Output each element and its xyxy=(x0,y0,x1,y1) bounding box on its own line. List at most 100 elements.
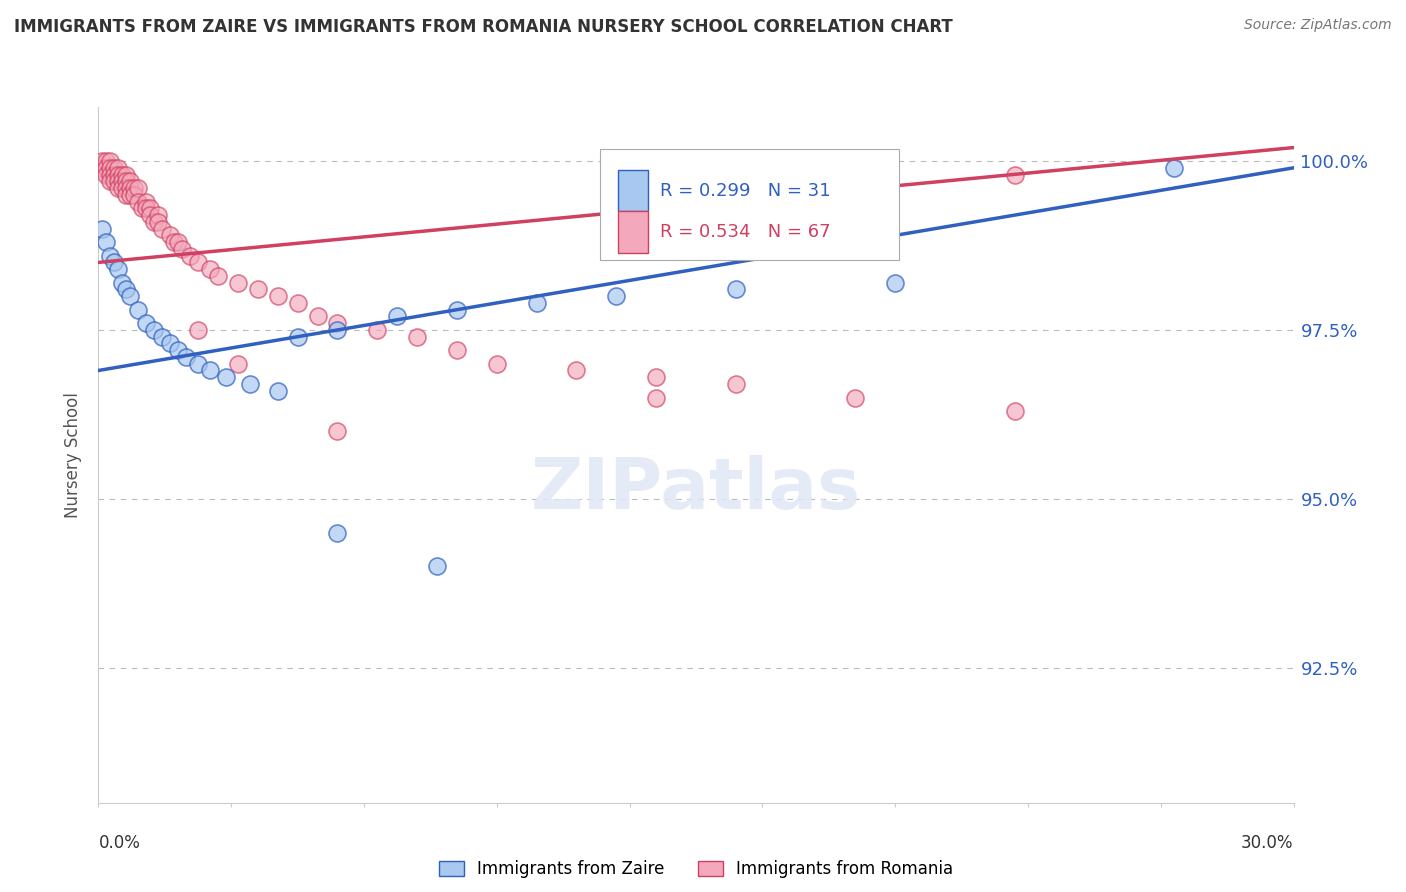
Point xyxy=(91,161,114,175)
Point xyxy=(179,249,201,263)
Point xyxy=(150,329,173,343)
Point xyxy=(111,168,134,182)
Point xyxy=(406,329,429,343)
FancyBboxPatch shape xyxy=(600,149,900,260)
Point xyxy=(115,282,138,296)
Point xyxy=(111,276,134,290)
Point xyxy=(91,221,114,235)
Point xyxy=(645,370,668,384)
Point xyxy=(267,384,290,398)
Point xyxy=(645,391,668,405)
Point xyxy=(115,187,138,202)
Point xyxy=(326,424,349,438)
Point xyxy=(120,174,142,188)
Point xyxy=(565,363,588,377)
Point xyxy=(135,202,157,216)
Point xyxy=(103,174,125,188)
Point xyxy=(100,249,122,263)
Point xyxy=(1004,404,1026,418)
Point xyxy=(143,215,166,229)
Point xyxy=(267,289,290,303)
Point xyxy=(115,181,138,195)
Point xyxy=(724,376,747,391)
Point xyxy=(207,268,229,283)
Point xyxy=(724,282,747,296)
Point xyxy=(96,154,118,169)
Point xyxy=(103,255,125,269)
Point xyxy=(127,302,149,317)
Point xyxy=(131,202,153,216)
Point xyxy=(150,221,173,235)
Text: ZIPatlas: ZIPatlas xyxy=(531,455,860,524)
Point xyxy=(167,235,190,249)
Point xyxy=(127,194,149,209)
Point xyxy=(485,357,508,371)
Point xyxy=(246,282,269,296)
Point xyxy=(135,316,157,330)
Point xyxy=(100,161,122,175)
Point xyxy=(446,302,468,317)
Point xyxy=(198,363,221,377)
Text: IMMIGRANTS FROM ZAIRE VS IMMIGRANTS FROM ROMANIA NURSERY SCHOOL CORRELATION CHAR: IMMIGRANTS FROM ZAIRE VS IMMIGRANTS FROM… xyxy=(14,18,953,36)
Point xyxy=(239,376,262,391)
Point xyxy=(96,235,118,249)
Point xyxy=(103,168,125,182)
Point xyxy=(100,168,122,182)
Y-axis label: Nursery School: Nursery School xyxy=(65,392,83,518)
Point xyxy=(107,168,129,182)
Point xyxy=(226,276,249,290)
Point xyxy=(139,202,162,216)
Point xyxy=(287,329,309,343)
Point xyxy=(107,262,129,277)
Point xyxy=(326,525,349,540)
Point xyxy=(226,357,249,371)
Point xyxy=(385,310,409,324)
Point xyxy=(120,181,142,195)
Point xyxy=(167,343,190,358)
Point xyxy=(884,276,907,290)
Point xyxy=(127,181,149,195)
Point xyxy=(135,194,157,209)
Point xyxy=(107,161,129,175)
Text: R = 0.299   N = 31: R = 0.299 N = 31 xyxy=(661,182,831,200)
Point xyxy=(844,391,866,405)
Point xyxy=(1004,168,1026,182)
Text: 30.0%: 30.0% xyxy=(1241,834,1294,852)
Point xyxy=(96,161,118,175)
Point xyxy=(174,350,197,364)
Point xyxy=(198,262,221,277)
Point xyxy=(124,181,146,195)
Text: R = 0.534   N = 67: R = 0.534 N = 67 xyxy=(661,223,831,241)
Point xyxy=(159,336,181,351)
Point xyxy=(148,215,170,229)
Point xyxy=(100,154,122,169)
Point xyxy=(143,323,166,337)
Point xyxy=(111,174,134,188)
Point xyxy=(163,235,186,249)
FancyBboxPatch shape xyxy=(619,211,648,253)
Point xyxy=(366,323,388,337)
Text: Source: ZipAtlas.com: Source: ZipAtlas.com xyxy=(1244,18,1392,32)
Point xyxy=(96,168,118,182)
Point xyxy=(115,174,138,188)
Point xyxy=(172,242,194,256)
Point xyxy=(287,296,309,310)
Point xyxy=(187,357,209,371)
Point xyxy=(1163,161,1185,175)
Point xyxy=(326,323,349,337)
Point xyxy=(148,208,170,222)
Point xyxy=(187,323,209,337)
Point xyxy=(307,310,329,324)
Point xyxy=(187,255,209,269)
Point xyxy=(215,370,238,384)
Point xyxy=(159,228,181,243)
Legend: Immigrants from Zaire, Immigrants from Romania: Immigrants from Zaire, Immigrants from R… xyxy=(432,854,960,885)
Point xyxy=(426,559,449,574)
Point xyxy=(120,187,142,202)
Point xyxy=(111,181,134,195)
Point xyxy=(103,161,125,175)
Point xyxy=(605,289,627,303)
Point xyxy=(120,289,142,303)
Point xyxy=(139,208,162,222)
Point xyxy=(446,343,468,358)
